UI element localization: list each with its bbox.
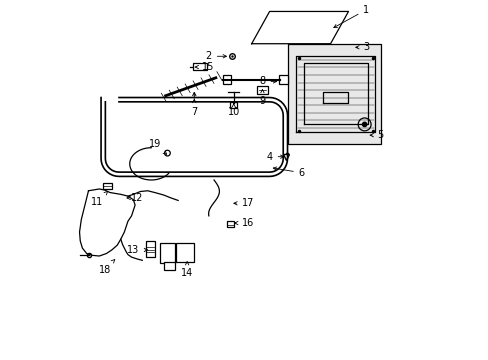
FancyBboxPatch shape [230, 102, 237, 108]
FancyBboxPatch shape [160, 243, 174, 263]
Text: 2: 2 [205, 51, 226, 61]
Text: 5: 5 [369, 130, 383, 140]
FancyBboxPatch shape [257, 86, 267, 94]
Text: 8: 8 [259, 76, 276, 86]
Text: 4: 4 [266, 152, 283, 162]
Text: 13: 13 [127, 245, 147, 255]
Text: 10: 10 [227, 104, 240, 117]
Text: 3: 3 [355, 42, 369, 52]
FancyBboxPatch shape [145, 241, 155, 257]
Circle shape [362, 122, 366, 127]
Text: 11: 11 [91, 192, 107, 207]
FancyBboxPatch shape [176, 243, 193, 262]
FancyBboxPatch shape [192, 63, 206, 70]
FancyBboxPatch shape [278, 75, 287, 84]
Text: 15: 15 [195, 62, 214, 72]
FancyBboxPatch shape [226, 221, 234, 227]
Text: 18: 18 [98, 260, 115, 275]
FancyBboxPatch shape [223, 75, 230, 84]
Text: 7: 7 [191, 99, 197, 117]
Text: 12: 12 [127, 193, 143, 203]
FancyBboxPatch shape [287, 44, 380, 144]
Text: 1: 1 [333, 5, 369, 28]
Text: 6: 6 [273, 167, 305, 178]
FancyBboxPatch shape [163, 262, 174, 270]
Text: 19: 19 [148, 139, 166, 154]
Text: 16: 16 [234, 218, 254, 228]
Text: 9: 9 [259, 90, 265, 106]
Text: 14: 14 [181, 262, 193, 278]
FancyBboxPatch shape [102, 183, 112, 189]
Text: 17: 17 [233, 198, 254, 208]
